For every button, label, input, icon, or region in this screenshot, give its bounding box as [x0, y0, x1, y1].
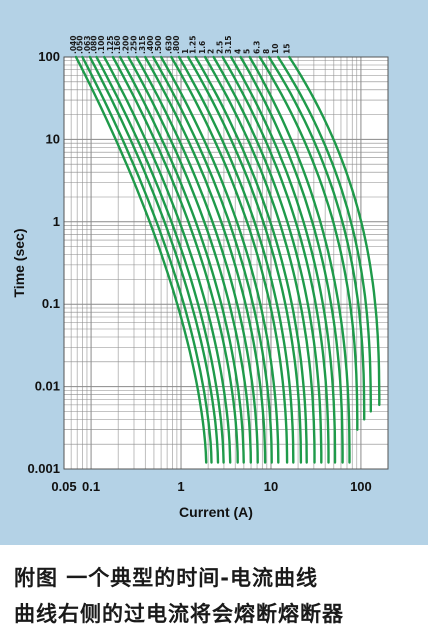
series-label: 2 — [207, 49, 216, 54]
series-label: 10 — [271, 44, 280, 54]
series-label: .125 — [106, 35, 115, 54]
caption-line-1: 附图 一个典型的时间-电流曲线 — [14, 566, 319, 590]
series-label: 2.5 — [216, 41, 225, 54]
curve-p200 — [127, 55, 253, 464]
y-tick-label: 0.01 — [35, 379, 60, 394]
series-label: .250 — [130, 35, 139, 54]
curve-p400 — [151, 55, 273, 464]
series-label: .400 — [146, 35, 155, 54]
series-label: 4 — [234, 49, 243, 54]
curve-2p5 — [221, 55, 330, 464]
curve-p630 — [170, 55, 289, 464]
y-tick-label: 0.1 — [42, 296, 60, 311]
curve-15 — [288, 55, 381, 407]
y-axis-label: Time (sec) — [11, 229, 27, 298]
y-tick-label: 10 — [46, 131, 60, 146]
series-label: .630 — [164, 35, 173, 54]
series-label: .200 — [121, 35, 130, 54]
series-label: 3.15 — [224, 35, 233, 54]
caption-line-2: 曲线右侧的过电流将会熔断熔断器 — [14, 602, 344, 626]
curve-p063 — [88, 55, 220, 464]
curve-2 — [212, 55, 323, 464]
curve-1 — [186, 55, 303, 464]
curve-p050 — [81, 55, 213, 464]
x-tick-label: 0.1 — [82, 479, 100, 494]
curve-p250 — [135, 55, 259, 464]
x-tick-label: 100 — [350, 479, 372, 494]
series-label: .080 — [90, 35, 99, 54]
curve-p315 — [143, 55, 267, 464]
chart-panel: .040.050.063.080.100.125.160.200.250.315… — [0, 0, 428, 545]
series-label: 8 — [262, 49, 271, 54]
curve-6p3 — [258, 55, 359, 431]
series-label: .040 — [69, 35, 78, 54]
y-tick-label: 0.001 — [27, 461, 60, 476]
curve-3p15 — [229, 55, 337, 464]
series-label: 1.25 — [189, 35, 198, 54]
x-tick-label: 1 — [177, 479, 184, 494]
x-tick-label: 0.05 — [51, 479, 76, 494]
curve-1p25 — [194, 55, 308, 464]
curve-p160 — [118, 55, 245, 464]
series-label: .160 — [113, 35, 122, 54]
series-label: 1 — [181, 49, 190, 54]
series-label: .063 — [83, 35, 92, 54]
series-label: .315 — [138, 35, 147, 54]
curve-p500 — [159, 55, 280, 464]
curve-p080 — [95, 55, 225, 464]
y-tick-label: 100 — [38, 49, 60, 64]
curve-10 — [276, 55, 372, 413]
x-tick-label: 10 — [264, 479, 278, 494]
curve-p100 — [102, 55, 232, 464]
series-label: .050 — [75, 35, 84, 54]
curve-p800 — [177, 55, 295, 464]
series-label: 5 — [243, 49, 252, 54]
series-label: .100 — [97, 35, 106, 54]
x-axis-label: Current (A) — [179, 504, 253, 520]
series-label: 6.3 — [253, 41, 262, 54]
plot-border — [63, 56, 389, 470]
y-tick-label: 1 — [53, 214, 60, 229]
curve-4 — [239, 55, 344, 464]
curves — [74, 55, 381, 464]
series-label: .500 — [154, 35, 163, 54]
series-label: 1.6 — [198, 41, 207, 54]
series-label: .800 — [172, 35, 181, 54]
curve-p125 — [111, 55, 239, 464]
curve-8 — [267, 55, 366, 421]
series-labels: .040.050.063.080.100.125.160.200.250.315… — [69, 35, 291, 54]
curve-p040 — [74, 55, 208, 464]
curve-5 — [248, 55, 351, 464]
series-label: 15 — [282, 44, 291, 54]
time-current-chart: .040.050.063.080.100.125.160.200.250.315… — [11, 35, 389, 520]
curve-1p6 — [203, 55, 316, 464]
